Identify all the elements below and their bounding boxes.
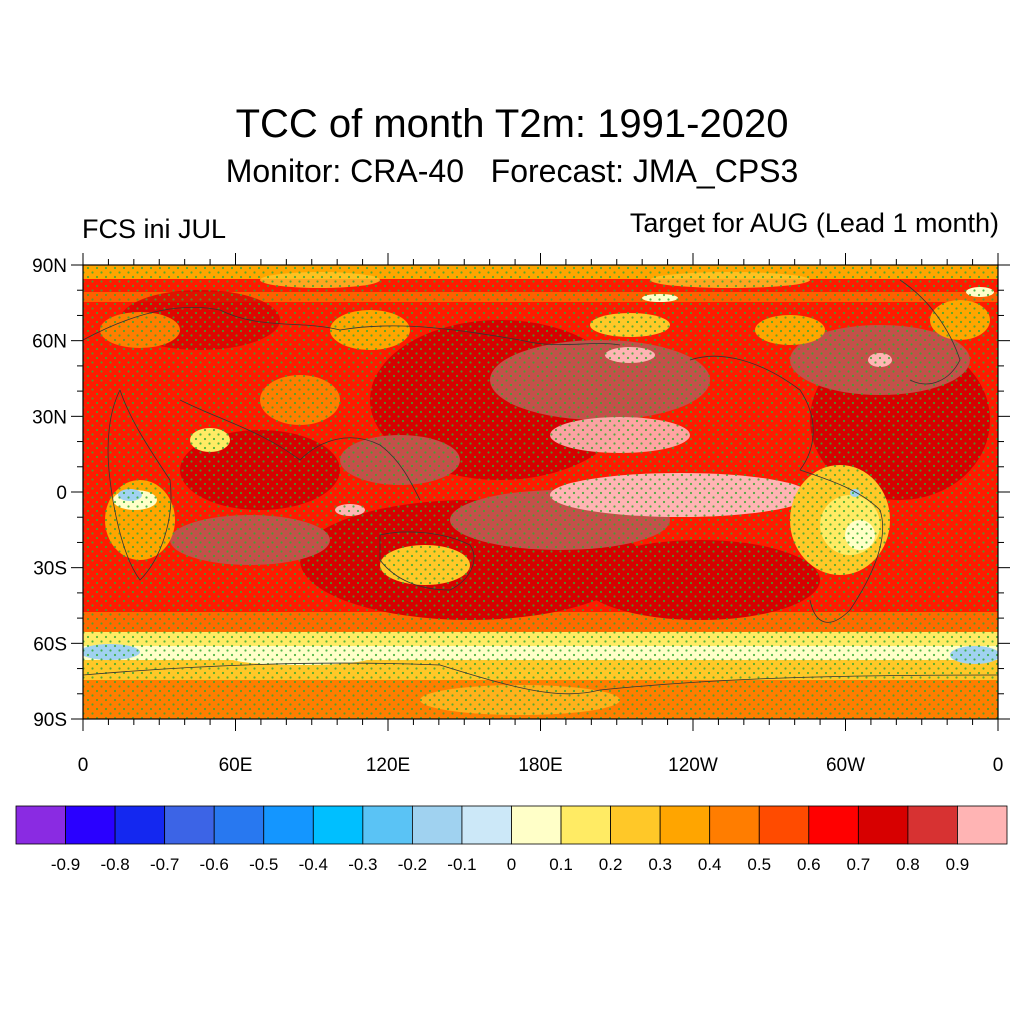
colorbar-swatch	[709, 805, 760, 845]
colorbar-swatch	[114, 805, 166, 845]
lon-tick-label: 120E	[366, 755, 410, 776]
colorbar-label: 0.2	[599, 855, 623, 874]
lon-tick-label: 180E	[518, 755, 562, 776]
colorbar-swatch	[263, 805, 314, 845]
colorbar-label: 0.3	[648, 855, 672, 874]
colorbar-swatch	[907, 805, 958, 845]
lon-tick-label: 0	[993, 755, 1004, 776]
coastlines	[83, 279, 998, 695]
target-month-label: Target for AUG (Lead 1 month)	[629, 208, 999, 238]
colorbar-label: -0.6	[200, 855, 229, 874]
colorbar-swatch	[610, 805, 661, 845]
colorbar-swatch	[65, 805, 116, 845]
colorbar-label: -0.7	[150, 855, 179, 874]
colorbar-swatch	[461, 805, 512, 845]
colorbar-label: 0.5	[747, 855, 771, 874]
colorbar-label: 0.4	[698, 855, 722, 874]
correlation-field	[83, 265, 998, 719]
colorbar: -0.9 -0.8 -0.7 -0.6 -0.5 -0.4 -0.3 -0.2 -0.1 0 0.1…	[15, 805, 1008, 874]
significance-stipple	[83, 265, 998, 719]
latitude-axis: 90N 60N 30N 0 30S 60S 90S	[32, 256, 1010, 731]
lat-tick-label: 30N	[32, 407, 67, 428]
colorbar-swatch	[362, 805, 413, 845]
colorbar-swatch	[560, 805, 611, 845]
longitude-axis: 0 60E 120E 180E 120W 60W 0	[78, 253, 1004, 776]
colorbar-swatch	[164, 805, 215, 845]
colorbar-swatch	[213, 805, 265, 845]
lat-tick-label: 30S	[33, 559, 67, 580]
lon-tick-label: 60W	[826, 755, 865, 776]
lon-tick-label: 120W	[668, 755, 718, 776]
colorbar-swatch	[808, 805, 859, 845]
colorbar-label: 0.6	[797, 855, 821, 874]
lon-tick-label: 0	[78, 755, 89, 776]
initial-month-label: FCS ini JUL	[82, 214, 227, 244]
colorbar-swatch	[957, 805, 1008, 845]
chart-subtitle: Monitor: CRA-40 Forecast: JMA_CPS3	[225, 153, 799, 189]
colorbar-label: 0.9	[946, 855, 970, 874]
lat-tick-label: 60N	[32, 332, 67, 353]
lon-tick-label: 60E	[219, 755, 253, 776]
colorbar-swatch	[659, 805, 711, 845]
colorbar-swatch	[511, 805, 562, 845]
colorbar-label: -0.4	[299, 855, 328, 874]
lat-tick-label: 60S	[33, 634, 67, 655]
colorbar-label: -0.2	[398, 855, 427, 874]
colorbar-label: 0	[507, 855, 516, 874]
colorbar-label: 0.1	[549, 855, 573, 874]
colorbar-swatch	[758, 805, 810, 845]
colorbar-label: -0.9	[51, 855, 80, 874]
colorbar-swatch	[411, 805, 463, 845]
lat-tick-label: 90S	[33, 710, 67, 731]
colorbar-label: 0.8	[896, 855, 920, 874]
lat-tick-label: 90N	[32, 256, 67, 277]
lat-tick-label: 0	[56, 483, 67, 504]
colorbar-label: -0.3	[348, 855, 377, 874]
chart-title: TCC of month T2m: 1991-2020	[235, 102, 789, 146]
colorbar-swatch	[312, 805, 364, 845]
colorbar-swatch	[857, 805, 909, 845]
colorbar-swatch	[15, 805, 66, 845]
colorbar-label: -0.8	[100, 855, 129, 874]
colorbar-label: -0.5	[249, 855, 278, 874]
colorbar-label: 0.7	[847, 855, 871, 874]
colorbar-label: -0.1	[447, 855, 476, 874]
